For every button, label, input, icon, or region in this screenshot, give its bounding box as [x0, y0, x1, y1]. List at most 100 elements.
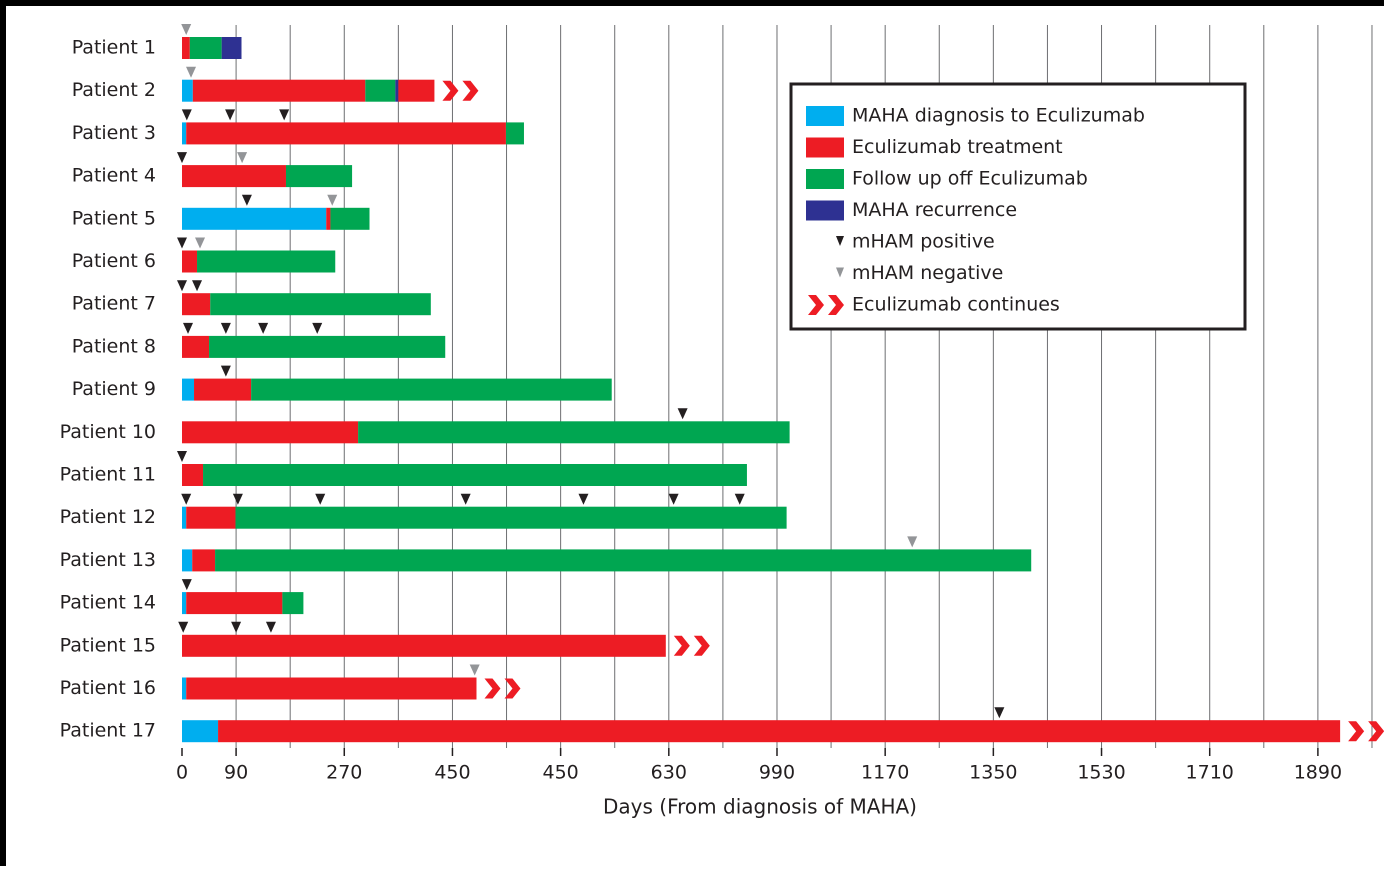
x-tick-label: 90 [224, 762, 248, 784]
legend-swatch [806, 169, 844, 189]
mham-marker [178, 621, 189, 633]
continues-arrow [1348, 721, 1365, 742]
patient-label: Patient 4 [72, 165, 156, 187]
x-tick-label: 0 [176, 762, 188, 784]
mham-marker [312, 322, 323, 334]
x-tick-label: 1710 [1186, 762, 1234, 784]
segment [182, 720, 219, 743]
mham-marker [907, 536, 918, 548]
segment [182, 634, 666, 657]
continues-arrow [1368, 721, 1384, 742]
mham-marker [177, 280, 187, 292]
x-tick-label: 450 [434, 762, 470, 784]
mham-marker [177, 451, 187, 462]
patient-label: Patient 15 [60, 634, 156, 656]
legend-label: mHAM positive [852, 231, 995, 253]
segment [395, 79, 399, 102]
x-tick-label: 630 [651, 762, 687, 784]
segment [182, 165, 286, 188]
mham-marker [192, 280, 203, 292]
x-tick-label: 450 [542, 762, 578, 784]
segment [182, 122, 187, 145]
x-tick-label: 1170 [861, 762, 909, 784]
mham-marker [181, 24, 192, 35]
legend-arrow [808, 295, 824, 315]
patient-label: Patient 14 [60, 592, 156, 614]
legend-label: Eculizumab continues [852, 294, 1060, 316]
mham-marker [177, 152, 187, 164]
segment [189, 37, 222, 59]
segment [182, 421, 359, 444]
legend-marker [836, 267, 844, 278]
segment [192, 549, 216, 572]
mham-marker [195, 237, 206, 249]
mham-marker [279, 109, 290, 121]
segment [186, 592, 283, 615]
x-tick-label: 1530 [1077, 762, 1125, 784]
mham-marker [225, 109, 236, 121]
patient-label: Patient 11 [60, 464, 156, 486]
x-axis-label: Days (From diagnosis of MAHA) [603, 795, 917, 819]
patient-label: Patient 7 [72, 293, 156, 315]
segment [182, 378, 195, 401]
continues-arrow [504, 678, 521, 699]
patient-label: Patient 12 [60, 506, 156, 528]
segment [505, 122, 524, 145]
segment [251, 378, 612, 401]
mham-marker [237, 152, 248, 164]
patient-label: Patient 5 [72, 207, 156, 229]
patient-label: Patient 10 [60, 421, 156, 443]
segment [182, 250, 198, 273]
legend-label: MAHA recurrence [852, 199, 1017, 221]
patient-label: Patient 2 [72, 79, 156, 101]
segment [186, 122, 506, 145]
mham-marker [578, 493, 589, 505]
patient-label: Patient 3 [72, 122, 156, 144]
legend-label: mHAM negative [852, 262, 1003, 284]
mham-marker [327, 194, 338, 206]
legend-label: Eculizumab treatment [852, 136, 1063, 158]
mham-marker [181, 579, 192, 591]
segment [182, 335, 210, 358]
segment [182, 207, 327, 230]
segment [182, 677, 187, 700]
mham-marker [258, 322, 269, 334]
legend-swatch [806, 106, 844, 126]
mham-marker [668, 493, 679, 505]
mham-marker [994, 707, 1005, 719]
continues-arrow [484, 678, 501, 699]
legend-swatch [806, 200, 844, 221]
segment [182, 37, 190, 59]
mham-marker [232, 493, 243, 505]
segment [182, 506, 187, 529]
mham-marker [315, 493, 326, 505]
legend-arrow [828, 295, 844, 315]
legend-label: Follow up off Eculizumab [852, 168, 1088, 190]
mham-marker [220, 365, 231, 377]
continues-arrow [442, 80, 459, 101]
segment [210, 293, 431, 316]
segment [282, 592, 304, 615]
legend-box [789, 82, 1247, 331]
bars: Patient 1 Patient 2 Patient 3 Patient 4 Pati… [60, 24, 1384, 743]
mham-marker [677, 408, 688, 420]
legend-swatch [806, 137, 844, 158]
mham-marker [265, 621, 276, 633]
segment [326, 207, 331, 230]
segment [398, 79, 435, 102]
segment [358, 421, 790, 444]
segment [203, 464, 747, 486]
patient-label: Patient 1 [72, 37, 156, 59]
segment [215, 549, 1032, 572]
patient-label: Patient 16 [60, 677, 156, 699]
segment [182, 592, 187, 615]
mham-marker [183, 322, 194, 334]
segment [365, 79, 396, 102]
patient-label: Patient 9 [72, 378, 156, 400]
mham-marker [220, 322, 231, 334]
segment [285, 165, 353, 188]
segment [182, 464, 204, 486]
